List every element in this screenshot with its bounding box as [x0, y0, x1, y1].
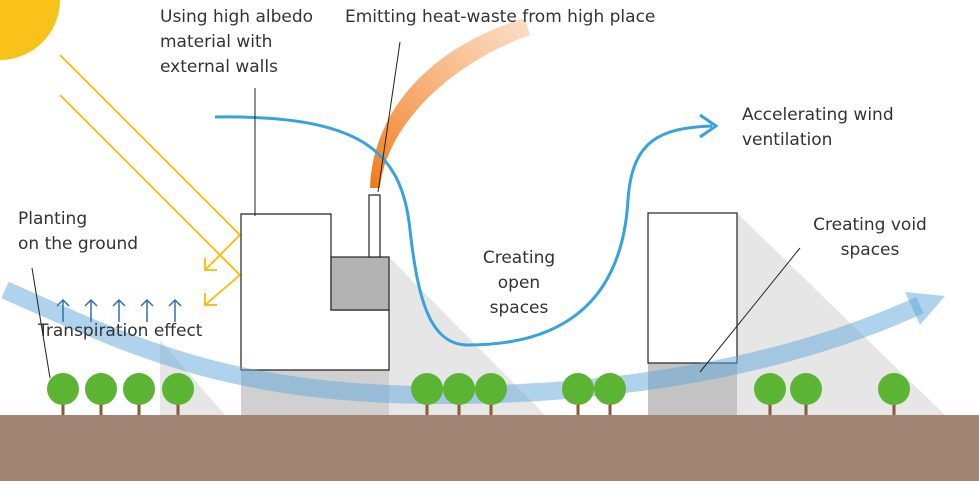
label: Transpiration effect: [37, 321, 203, 341]
tree-crown: [47, 373, 79, 405]
label: on the ground: [18, 234, 138, 254]
label: Planting: [18, 209, 87, 229]
tree-crown: [411, 373, 443, 405]
wind-arrowhead: [699, 113, 719, 139]
tree-crown: [443, 373, 475, 405]
building: [647, 212, 738, 364]
chimney: [368, 194, 381, 258]
label: external walls: [160, 57, 278, 77]
sun: [0, 0, 60, 60]
label: Accelerating wind: [742, 105, 894, 125]
label: Using high albedo: [160, 7, 313, 27]
label: Creating void: [813, 215, 927, 235]
tree-crown: [162, 373, 194, 405]
heat-plume: [370, 18, 530, 188]
tree-crown: [562, 373, 594, 405]
shadow: [737, 213, 945, 415]
label: material with: [160, 32, 272, 52]
label: open: [498, 273, 540, 293]
wind-flow: [214, 115, 713, 347]
leader-lines: [31, 41, 801, 379]
label: spaces: [490, 298, 549, 318]
tree-crown: [475, 373, 507, 405]
ground: [0, 415, 979, 481]
label: Emitting heat-waste from high place: [345, 7, 655, 27]
tree-crown: [754, 373, 786, 405]
labels: Using high albedo material with external w…: [18, 7, 927, 341]
building-block: [330, 256, 390, 311]
wind-arrowhead: [905, 292, 945, 325]
label: Creating: [483, 248, 555, 268]
sun-rays: [59, 54, 242, 306]
tree-crown: [878, 373, 910, 405]
tree-crown: [790, 373, 822, 405]
transpiration-arrows: [56, 298, 182, 322]
tree-crown: [85, 373, 117, 405]
tree-crown: [594, 373, 626, 405]
tree-crown: [123, 373, 155, 405]
label: ventilation: [742, 130, 832, 150]
label: spaces: [841, 240, 900, 260]
trees: [47, 373, 910, 415]
